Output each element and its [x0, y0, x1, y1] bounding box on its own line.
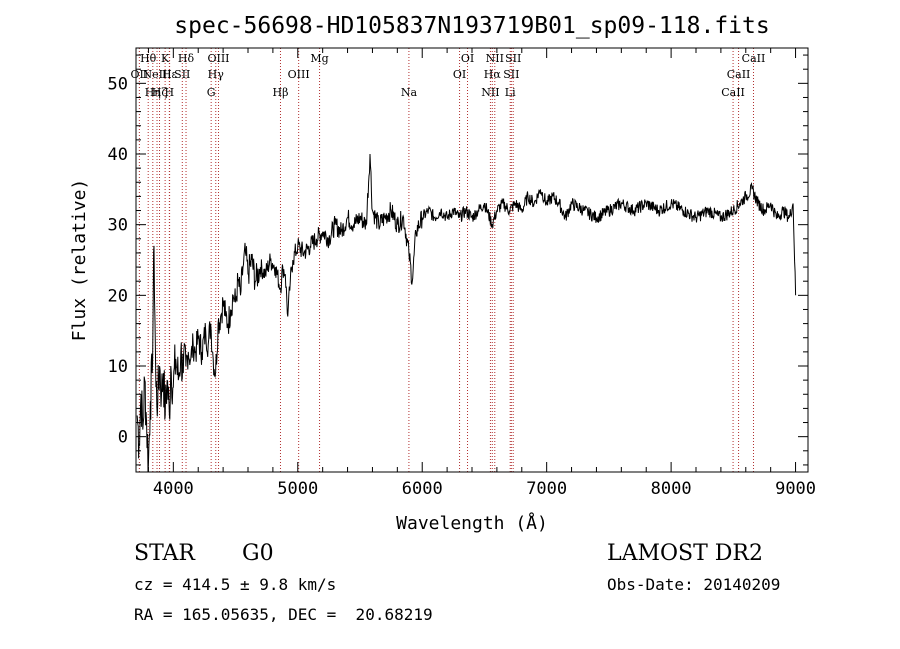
line-label: NII — [486, 52, 504, 65]
line-label: NeIII — [142, 68, 171, 81]
x-tick-label: 9000 — [775, 479, 816, 499]
y-tick-label: 40 — [108, 145, 128, 165]
survey-name: LAMOST DR2 — [607, 541, 763, 566]
line-label: Hγ — [208, 68, 225, 81]
line-label: Hδ — [178, 52, 195, 65]
object-class: STAR — [134, 541, 196, 566]
line-label: Mg — [310, 52, 328, 65]
line-label: OII — [131, 68, 149, 81]
line-label: OI — [461, 52, 474, 65]
axis-ticks — [136, 48, 808, 472]
line-label: CaII — [721, 86, 745, 99]
chart-title: spec-56698-HD105837N193719B01_sp09-118.f… — [174, 13, 769, 39]
line-label: OI — [453, 68, 466, 81]
line-label: H — [165, 86, 175, 99]
line-label: Hζ — [152, 86, 168, 99]
line-label: OIII — [207, 52, 229, 65]
line-label: SII — [503, 68, 519, 81]
x-tick-label: 6000 — [402, 479, 443, 499]
y-tick-labels: 0 10 20 30 40 50 — [108, 74, 128, 447]
object-subclass: G0 — [242, 541, 274, 566]
spectrum-series — [136, 153, 797, 473]
line-label: SII — [174, 68, 190, 81]
line-label: K — [161, 52, 170, 65]
y-axis-label: Flux (relative) — [69, 179, 90, 342]
line-label: Hε — [162, 68, 178, 81]
y-tick-label: 30 — [108, 216, 128, 236]
spectral-line-labels: OIIHθHηNeIIIHζKHHεSIIHδGHγOIIIHβOIIIMgNa… — [131, 52, 766, 99]
coordinates-readout: RA = 165.05635, DEC = 20.68219 — [134, 605, 433, 624]
x-axis-label: Wavelength (Å) — [396, 512, 548, 534]
x-tick-label: 7000 — [526, 479, 567, 499]
line-label: OIII — [288, 68, 310, 81]
line-label: Hη — [145, 86, 161, 99]
observation-date: Obs-Date: 20140209 — [607, 575, 780, 594]
y-tick-label: 50 — [108, 74, 128, 94]
spectrum-line — [136, 153, 797, 473]
x-tick-label: 4000 — [153, 479, 194, 499]
x-tick-labels: 4000 5000 6000 7000 8000 9000 — [153, 479, 816, 499]
y-tick-label: 10 — [108, 357, 128, 377]
y-tick-label: 20 — [108, 286, 128, 306]
line-label: Li — [505, 86, 516, 99]
line-label: Hα — [484, 68, 502, 81]
x-tick-label: 8000 — [651, 479, 692, 499]
line-label: Hθ — [140, 52, 157, 65]
line-label: G — [207, 86, 216, 99]
y-tick-label: 0 — [118, 428, 128, 448]
x-tick-label: 5000 — [277, 479, 318, 499]
redshift-readout: cz = 414.5 ± 9.8 km/s — [134, 575, 336, 594]
line-label: Hβ — [273, 86, 289, 99]
line-label: CaII — [727, 68, 751, 81]
line-label: NII — [481, 86, 499, 99]
line-label: SII — [505, 52, 521, 65]
line-label: Na — [401, 86, 418, 99]
line-label: CaII — [742, 52, 766, 65]
